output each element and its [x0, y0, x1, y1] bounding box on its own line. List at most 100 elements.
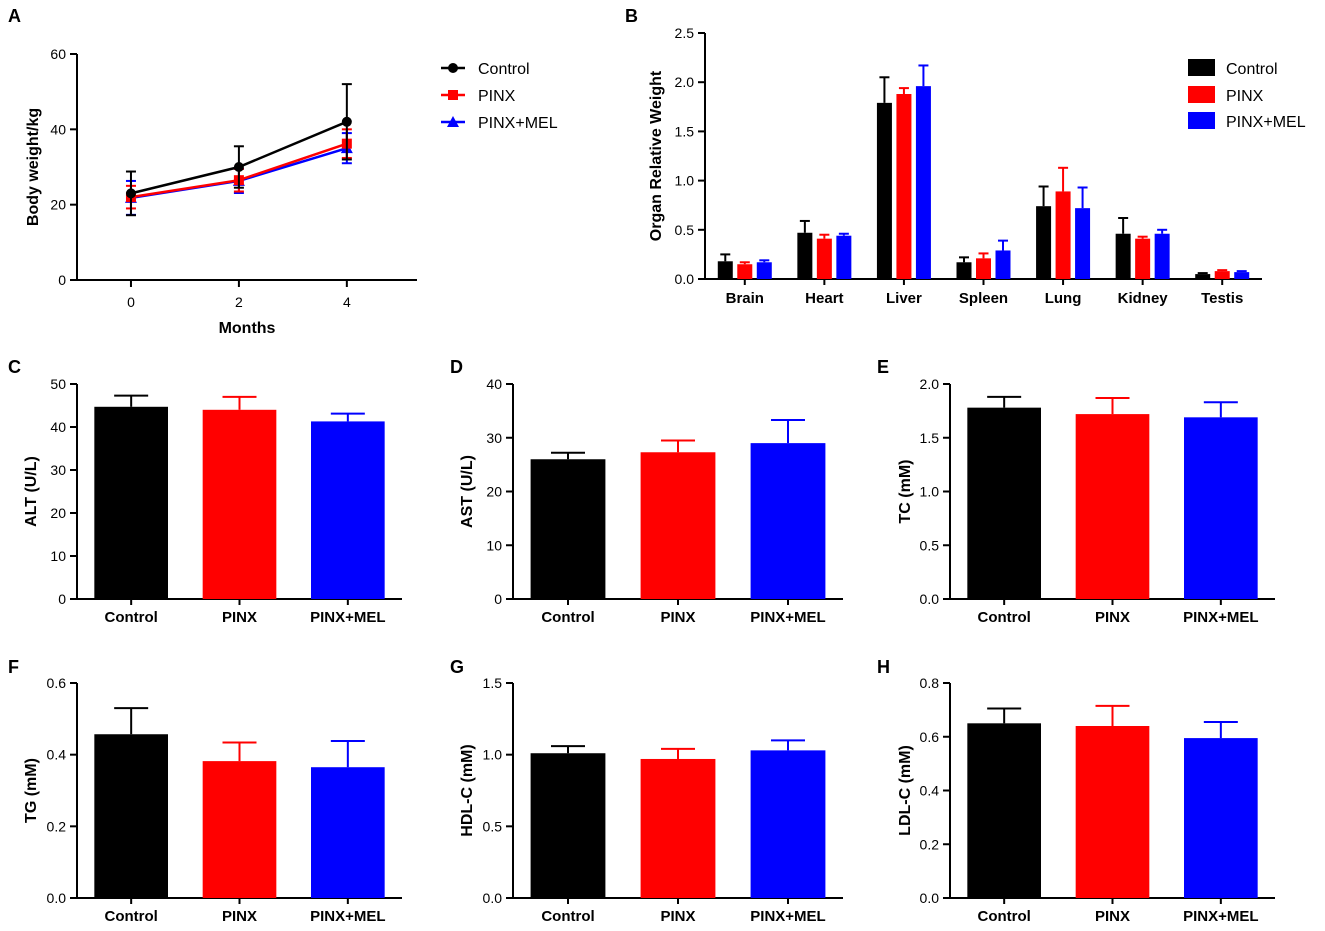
legend-label: PINX+MEL	[1226, 114, 1306, 131]
bar-E-control	[967, 407, 1041, 599]
legend-label: Control	[1226, 61, 1278, 78]
y-tick-label-D: 20	[486, 484, 502, 500]
bar-G-pinx-mel	[750, 750, 826, 898]
category-label-F: PINX	[222, 908, 257, 925]
category-label-B: Spleen	[959, 290, 1008, 307]
legend-marker	[448, 63, 458, 73]
y-tick-label-B: 2.5	[675, 25, 695, 41]
category-label-H: PINX	[1095, 908, 1130, 925]
y-axis-title-D: AST (U/L)	[459, 455, 476, 528]
category-label-E: PINX	[1095, 609, 1130, 626]
legend-swatch	[1188, 112, 1215, 129]
bar-C-pinx-mel	[311, 421, 385, 599]
y-tick-label-E: 0.0	[920, 591, 940, 607]
category-label-B: Heart	[805, 290, 843, 307]
y-tick-label-F: 0.4	[47, 747, 67, 763]
bar-E-pinx-mel	[1184, 417, 1258, 599]
category-label-H: PINX+MEL	[1183, 908, 1258, 925]
bar-spleen-control	[956, 262, 972, 279]
category-label-H: Control	[978, 908, 1031, 925]
panel-letter-E: E	[877, 357, 889, 377]
category-label-B: Liver	[886, 290, 922, 307]
x-tick-label-A: 0	[127, 294, 135, 310]
bar-kidney-pinx	[1135, 238, 1151, 279]
y-tick-label-G: 0.0	[483, 890, 503, 906]
bar-C-control	[94, 406, 168, 599]
bar-G-pinx	[640, 758, 716, 898]
category-label-C: PINX+MEL	[310, 609, 385, 626]
bar-spleen-pinx-mel	[995, 250, 1011, 279]
data-point	[233, 162, 244, 172]
category-label-G: Control	[541, 908, 594, 925]
category-label-G: PINX+MEL	[750, 908, 825, 925]
bar-G-control	[530, 753, 606, 898]
y-tick-label-B: 0.5	[675, 222, 695, 238]
bar-brain-pinx	[737, 264, 753, 279]
category-label-D: Control	[541, 609, 594, 626]
y-tick-label-D: 30	[486, 430, 502, 446]
panel-letter-C: C	[8, 357, 21, 377]
bar-H-control	[967, 723, 1041, 898]
y-tick-label-H: 0.4	[920, 783, 940, 799]
category-label-B: Lung	[1045, 290, 1082, 307]
y-tick-label-F: 0.2	[47, 818, 67, 834]
y-tick-label-F: 0.6	[47, 675, 67, 691]
y-tick-label-D: 40	[486, 376, 502, 392]
bar-F-pinx	[202, 761, 277, 898]
legend-swatch	[1188, 86, 1215, 103]
bar-testis-control	[1195, 274, 1211, 279]
legend-label: PINX	[1226, 88, 1264, 105]
panel-letter-F: F	[8, 657, 19, 677]
y-tick-label-G: 0.5	[483, 818, 503, 834]
bar-D-control	[530, 459, 606, 599]
bar-kidney-pinx-mel	[1154, 233, 1170, 279]
y-tick-label-H: 0.6	[920, 729, 940, 745]
y-tick-label-A: 0	[58, 272, 66, 288]
bar-H-pinx-mel	[1184, 738, 1258, 898]
bar-brain-pinx-mel	[756, 262, 772, 279]
y-tick-label-D: 10	[486, 537, 502, 553]
bar-heart-control	[797, 232, 813, 279]
bar-D-pinx	[640, 452, 716, 599]
data-point	[125, 188, 136, 199]
bar-H-pinx	[1075, 726, 1150, 898]
y-tick-label-D: 0	[494, 591, 502, 607]
category-label-D: PINX	[660, 609, 695, 626]
bar-lung-control	[1036, 206, 1052, 279]
legend-label: PINX+MEL	[478, 115, 558, 132]
category-label-G: PINX	[660, 908, 695, 925]
y-tick-label-H: 0.0	[920, 890, 940, 906]
y-tick-label-C: 10	[50, 548, 66, 564]
category-label-F: Control	[105, 908, 158, 925]
y-tick-label-C: 40	[50, 419, 66, 435]
y-tick-label-C: 30	[50, 462, 66, 478]
y-tick-label-C: 0	[58, 591, 66, 607]
y-axis-title-G: HDL-C (mM)	[459, 744, 476, 836]
bar-heart-pinx	[816, 238, 832, 279]
panel-letter-B: B	[625, 6, 638, 26]
category-label-B: Kidney	[1118, 290, 1169, 307]
category-label-E: Control	[978, 609, 1031, 626]
y-tick-label-C: 20	[50, 505, 66, 521]
y-tick-label-F: 0.0	[47, 890, 67, 906]
bar-E-pinx	[1075, 414, 1150, 599]
y-tick-label-E: 1.5	[920, 430, 940, 446]
legend-label: PINX	[478, 88, 516, 105]
legend-marker	[448, 90, 458, 100]
bar-liver-control	[876, 102, 892, 279]
y-axis-title-E: TC (mM)	[897, 460, 914, 524]
y-tick-label-H: 0.2	[920, 836, 940, 852]
bar-D-pinx-mel	[750, 443, 826, 599]
y-tick-label-E: 2.0	[920, 376, 940, 392]
category-label-C: PINX	[222, 609, 257, 626]
bar-F-pinx-mel	[311, 767, 385, 898]
legend-label: Control	[478, 61, 530, 78]
panel-letter-G: G	[450, 657, 464, 677]
bar-heart-pinx-mel	[836, 235, 852, 279]
y-axis-title-B: Organ Relative Weight	[648, 70, 665, 241]
category-label-F: PINX+MEL	[310, 908, 385, 925]
bar-liver-pinx	[896, 94, 912, 280]
category-label-B: Testis	[1201, 290, 1243, 307]
y-tick-label-B: 0.0	[675, 271, 695, 287]
bar-testis-pinx	[1214, 271, 1230, 279]
